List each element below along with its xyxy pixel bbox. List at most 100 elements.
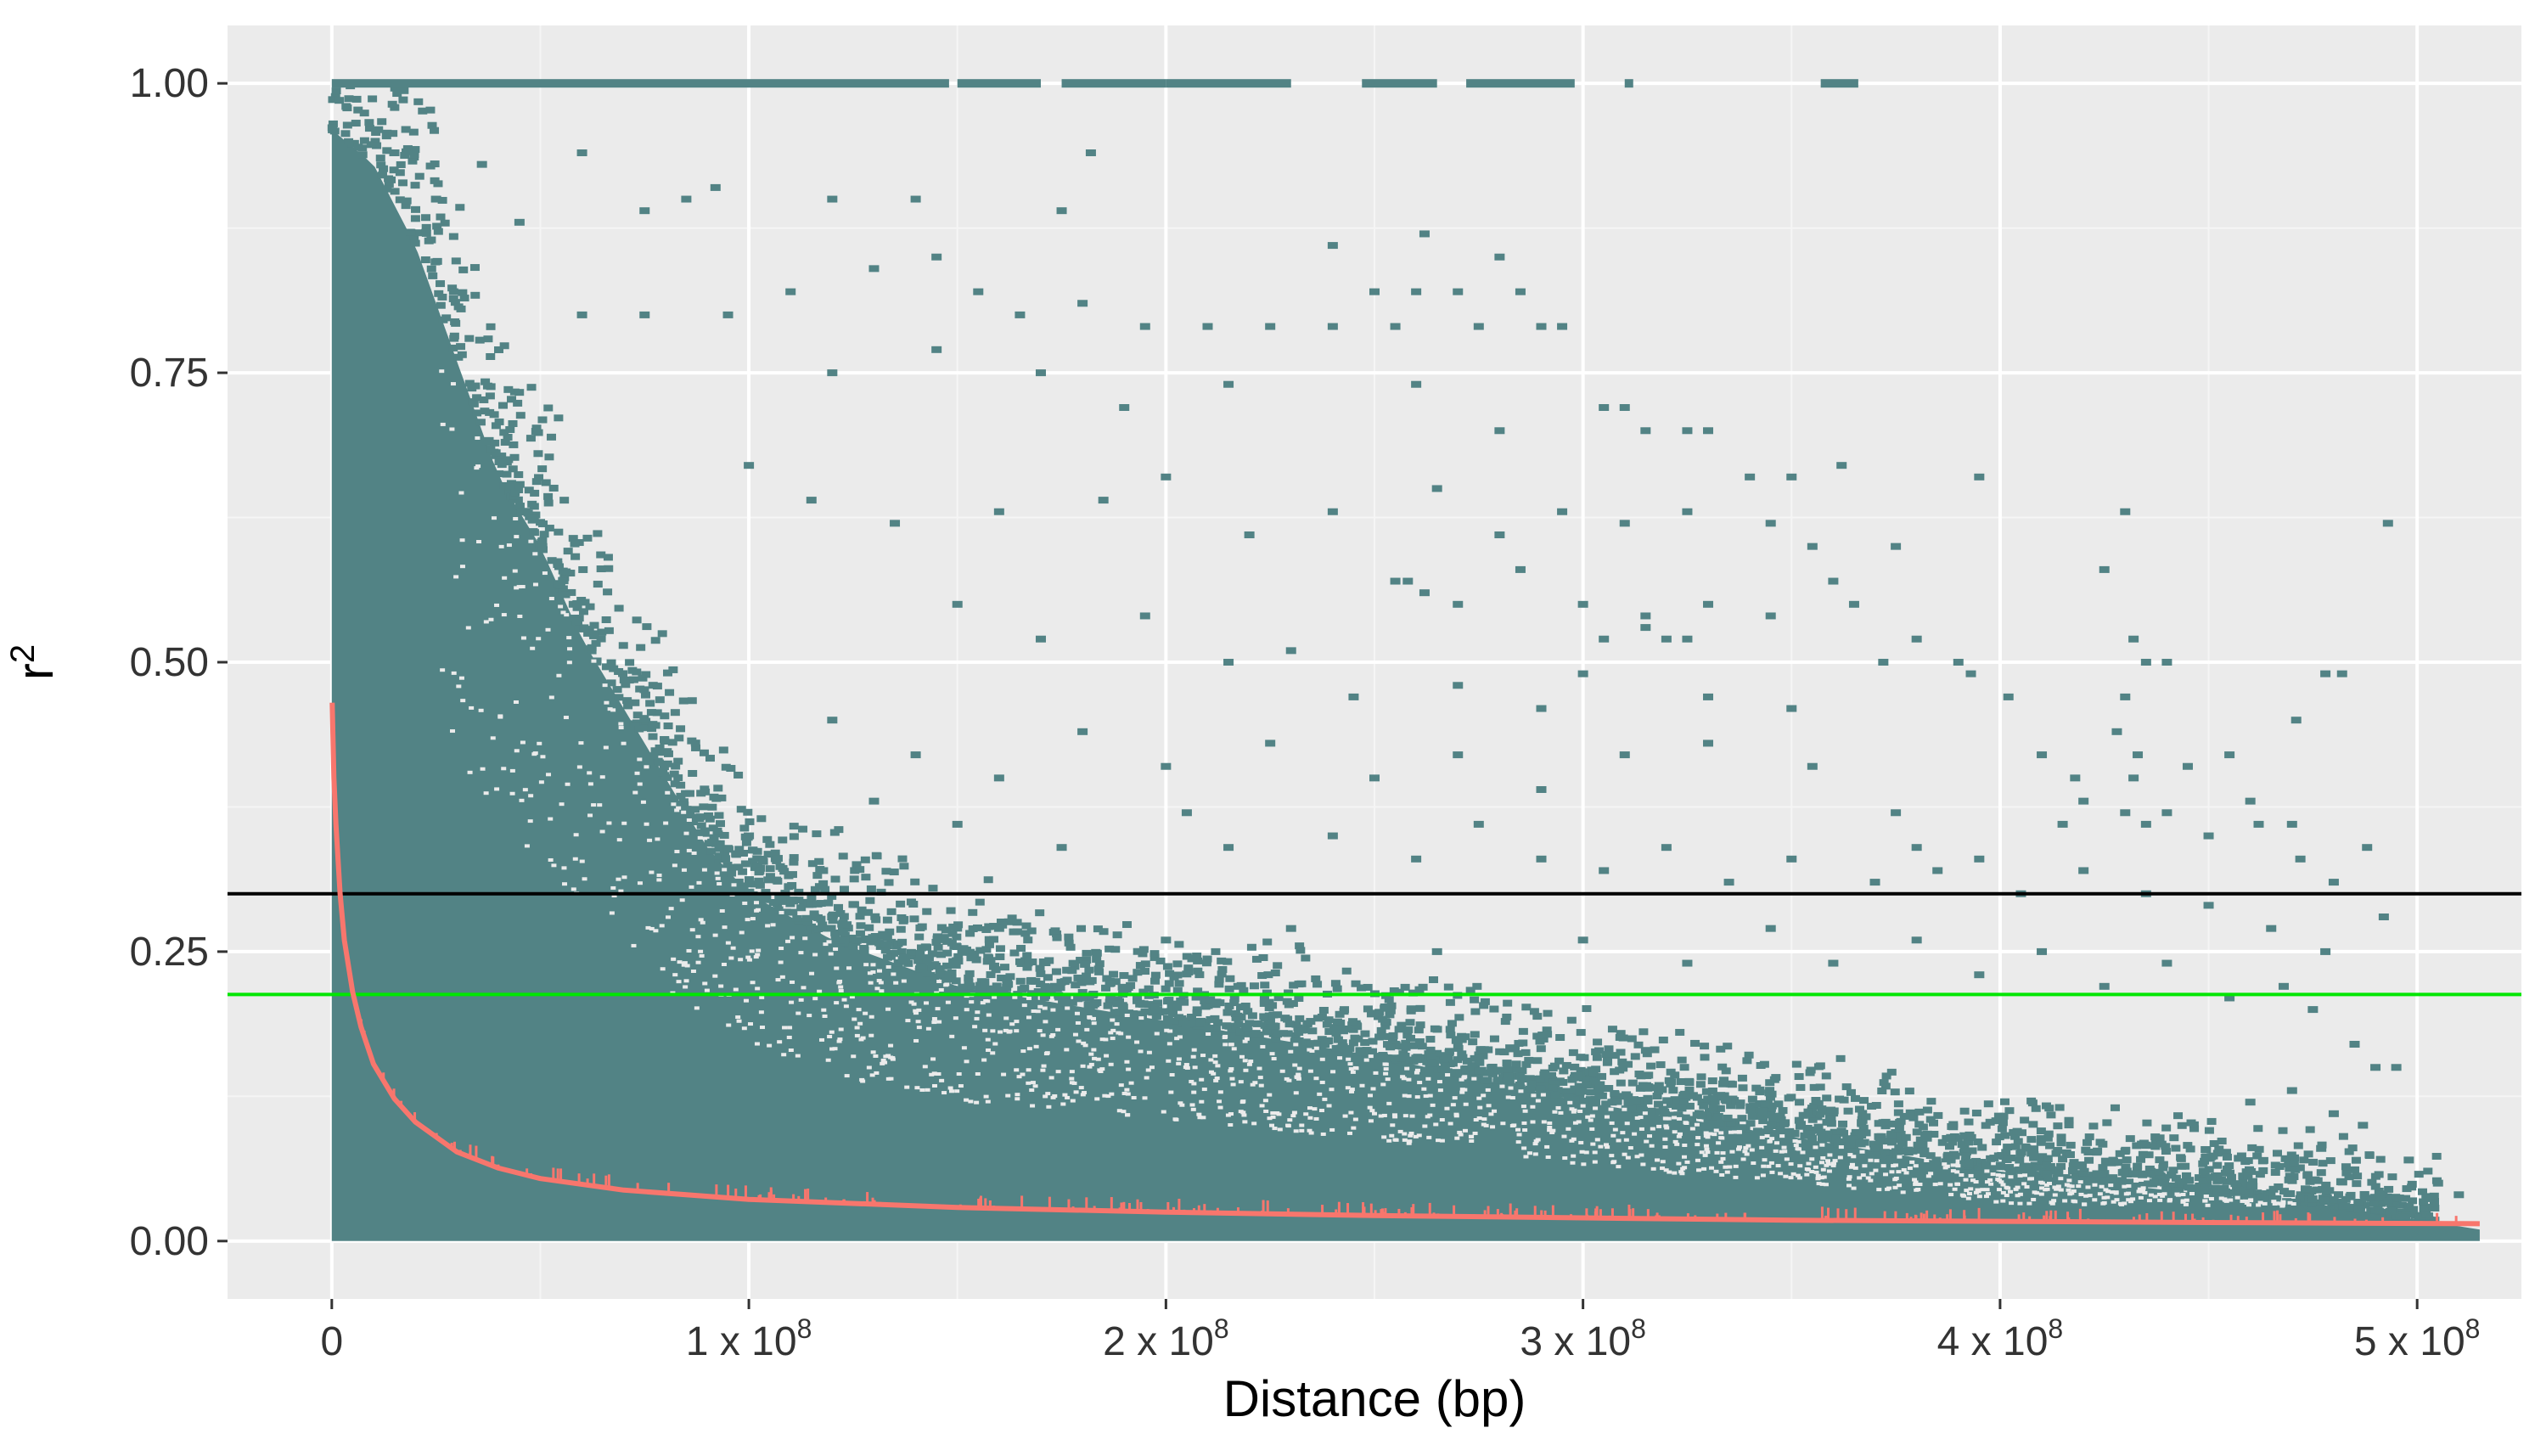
fringe-point [1835,1054,1846,1062]
texture-gap [2043,1183,2049,1187]
fringe-point [964,974,974,981]
fringe-point [450,299,460,306]
fringe-point [344,95,354,103]
texture-gap [931,1071,937,1076]
fringe-point [941,975,952,983]
fringe-point [1082,949,1092,957]
fringe-point [714,852,724,860]
texture-gap [1313,1077,1319,1081]
fringe-point [2284,1176,2294,1183]
fringe-point [1745,1106,1756,1114]
fringe-point [882,916,892,924]
fringe-point [1823,1130,1833,1138]
fringe-point [775,863,785,870]
fringe-point [1807,1134,1818,1142]
texture-gap [2228,1198,2234,1202]
scatter-point [1015,311,1026,318]
texture-gap [1206,1032,1211,1036]
fringe-point [1817,1138,1827,1145]
fringe-point [1206,996,1216,1003]
texture-gap [494,603,500,607]
fringe-point [1099,928,1109,936]
texture-gap [621,875,627,880]
fringe-point [503,456,514,464]
texture-gap [684,964,690,968]
texture-gap [2234,1195,2240,1200]
texture-gap [1347,1062,1353,1066]
fringe-point [1163,1017,1173,1025]
fringe-point [1524,1056,1534,1064]
fringe-point [364,125,374,132]
texture-gap [1583,1150,1589,1155]
fringe-point [843,925,853,932]
fringe-point [1769,1129,1779,1137]
fringe-point [481,378,491,385]
fringe-point [514,503,525,510]
fringe-point [1949,1150,1959,1158]
texture-gap [1640,1162,1646,1166]
texture-gap [704,988,710,992]
texture-gap [735,1015,741,1020]
fringe-point [1487,1064,1497,1071]
texture-gap [1530,1105,1536,1109]
fringe-point [609,665,619,672]
scatter-point [639,311,650,318]
texture-gap [1318,1109,1324,1113]
fringe-point [1211,947,1221,955]
texture-gap [750,981,756,985]
fringe-point [543,499,554,507]
texture-gap [1703,1144,1709,1148]
fringe-point [1470,996,1480,1003]
fringe-point [942,937,953,945]
fringe-point [788,908,798,916]
fringe-point [1992,1138,2002,1146]
fringe-point [704,812,714,819]
texture-gap [964,1060,970,1064]
texture-gap [1819,1143,1825,1147]
texture-gap [1964,1189,1970,1193]
texture-gap [893,981,899,985]
fringe-point [606,659,616,666]
fringe-point [1748,1102,1758,1110]
texture-gap [765,924,771,928]
texture-gap [1963,1178,1969,1182]
fringe-point [359,110,369,117]
texture-gap [1014,1029,1020,1033]
fringe-point [2177,1162,2187,1170]
texture-gap [1857,1176,1863,1180]
fringe-point [1543,1009,1553,1017]
texture-gap [566,636,572,640]
scatter-point [1682,635,1693,643]
fringe-point [660,712,670,720]
fringe-point [2121,1146,2131,1154]
texture-gap [1742,1150,1748,1154]
texture-gap [786,1035,792,1039]
texture-gap [1045,1092,1051,1096]
fringe-point [1007,914,1017,922]
fringe-point [953,925,963,932]
fringe-point [1487,1070,1498,1077]
fringe-point [1252,1020,1262,1027]
texture-gap [1074,1011,1080,1015]
fringe-point [1880,1118,1891,1126]
texture-gap [1177,1035,1183,1039]
fringe-point [2222,1153,2232,1161]
fringe-point [1687,1116,1697,1123]
texture-gap [1660,1160,1666,1164]
fringe-point [857,906,867,914]
fringe-point [660,736,670,744]
fringe-point [357,151,368,159]
fringe-point [2097,1172,2107,1180]
fringe-point [2217,1138,2227,1145]
texture-gap [1809,1157,1815,1161]
fringe-point [2246,1181,2257,1189]
fringe-point [1617,1058,1627,1065]
texture-gap [676,980,682,984]
fringe-point [1361,1049,1371,1057]
fringe-point [650,637,660,644]
texture-gap [1386,1138,1392,1143]
fringe-point [1405,1019,1415,1026]
texture-gap [2184,1198,2189,1202]
fringe-point [2285,1190,2296,1198]
fringe-point [1775,1113,1785,1121]
